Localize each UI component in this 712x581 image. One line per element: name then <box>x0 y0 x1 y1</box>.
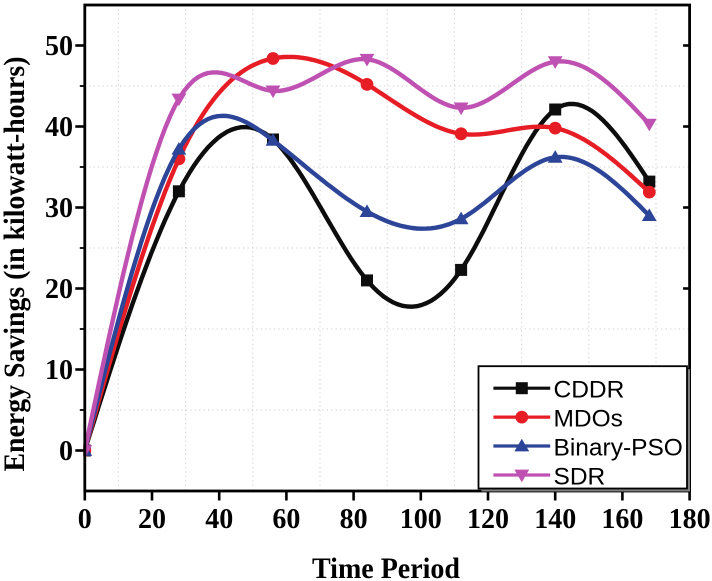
svg-text:Binary-PSO: Binary-PSO <box>554 434 683 461</box>
svg-text:120: 120 <box>467 504 509 535</box>
svg-text:180: 180 <box>669 504 711 535</box>
svg-text:Energy Savings (in kilowatt-ho: Energy Savings (in kilowatt-hours) <box>0 57 31 472</box>
svg-text:40: 40 <box>205 504 233 535</box>
svg-text:140: 140 <box>534 504 576 535</box>
svg-text:10: 10 <box>45 355 73 386</box>
svg-text:50: 50 <box>45 31 73 62</box>
svg-text:20: 20 <box>45 274 73 305</box>
svg-text:SDR: SDR <box>554 463 606 490</box>
svg-text:20: 20 <box>138 504 166 535</box>
svg-text:160: 160 <box>601 504 643 535</box>
svg-text:0: 0 <box>78 504 92 535</box>
svg-text:60: 60 <box>272 504 300 535</box>
svg-text:Time Period: Time Period <box>312 552 460 581</box>
svg-text:CDDR: CDDR <box>554 377 625 404</box>
svg-text:0: 0 <box>59 436 73 467</box>
svg-text:80: 80 <box>340 504 368 535</box>
svg-text:MDOs: MDOs <box>554 406 623 433</box>
svg-text:30: 30 <box>45 193 73 224</box>
svg-text:100: 100 <box>400 504 442 535</box>
svg-text:40: 40 <box>45 112 73 143</box>
